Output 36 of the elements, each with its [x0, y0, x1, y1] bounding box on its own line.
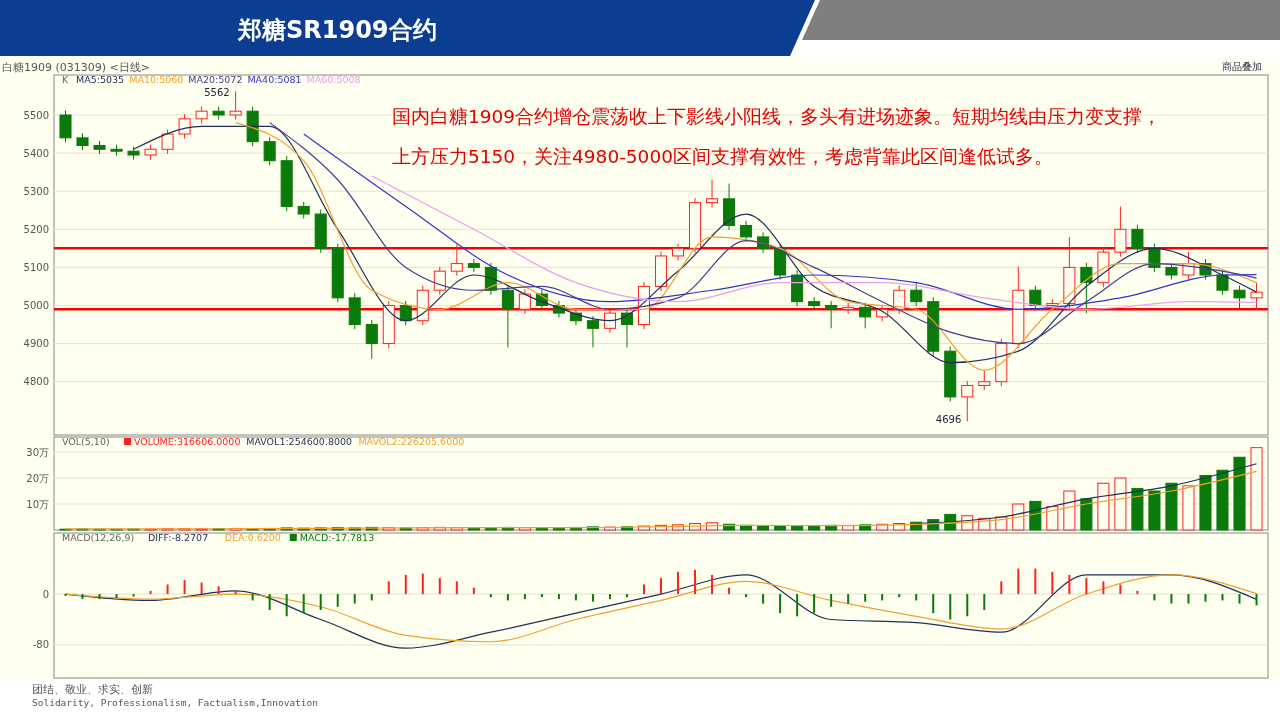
y-tick-label: 10万 [26, 498, 49, 510]
text: MA60:5008 [306, 74, 361, 85]
annotation: 4696 [935, 414, 962, 426]
y-tick-label: 30万 [26, 446, 49, 458]
y-tick-label: -80 [32, 639, 49, 651]
y-tick-label: 5100 [23, 261, 49, 273]
y-tick-label: 5200 [23, 223, 49, 235]
y-tick-label: 0 [42, 588, 49, 600]
y-tick-label: 5000 [23, 299, 49, 311]
text: DEA:0.6200 [224, 532, 281, 543]
chart-title: MACD(12,26,9) [62, 532, 135, 543]
text: MAVOL2:226205.6000 [358, 436, 465, 447]
annotation: 上方压力5150，关注4980-5000区间支撑有效性，考虑背靠此区间逢低试多。 [392, 146, 1053, 167]
chart-title: VOL(5,10) [62, 436, 110, 447]
y-tick-label: 5400 [23, 147, 49, 159]
annotation: 国内白糖1909合约增仓震荡收上下影线小阳线，多头有进场迹象。短期均线由压力变支撑， [392, 106, 1162, 127]
y-tick-label: 20万 [26, 472, 49, 484]
y-tick-label: 4900 [23, 338, 49, 350]
y-tick-label: 5300 [23, 185, 49, 197]
chart-subtitle: 白糖1909 (031309) <日线> [2, 61, 150, 74]
text: 团结、敬业、求实、创新 [32, 683, 153, 696]
text: MA20:5072 [188, 74, 243, 85]
legend-label: VOLUME:316606.0000 [134, 436, 241, 447]
text: MA40:5081 [247, 74, 302, 85]
text: 商品叠加 [1222, 61, 1262, 72]
text: Solidarity, Professionalism, Factualism,Innovation [32, 697, 318, 708]
text: MA5:5035 [76, 74, 125, 85]
annotation: 5562 [204, 87, 230, 99]
annotation: K [62, 74, 69, 85]
y-tick-label: 5500 [23, 109, 49, 121]
chart-title: 郑糖SR1909合约 [237, 16, 437, 44]
text: DIFF:-8.2707 [148, 532, 209, 543]
text: MA10:5060 [129, 74, 184, 85]
text: MAVOL1:254600.8000 [246, 436, 353, 447]
legend-label: MACD:-17.7813 [299, 532, 375, 543]
y-tick-label: 4800 [23, 376, 49, 388]
